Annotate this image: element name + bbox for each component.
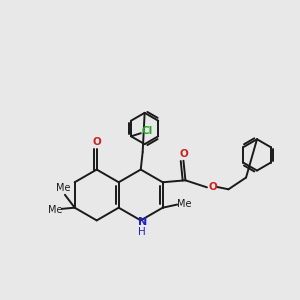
Text: O: O — [208, 182, 217, 192]
Text: H: H — [138, 227, 146, 237]
Text: O: O — [92, 137, 101, 147]
Text: Me: Me — [177, 199, 191, 209]
Text: O: O — [179, 149, 188, 159]
Text: Me: Me — [48, 205, 62, 214]
Text: Cl: Cl — [142, 126, 153, 136]
Text: N: N — [138, 218, 147, 227]
Text: Me: Me — [56, 183, 70, 193]
